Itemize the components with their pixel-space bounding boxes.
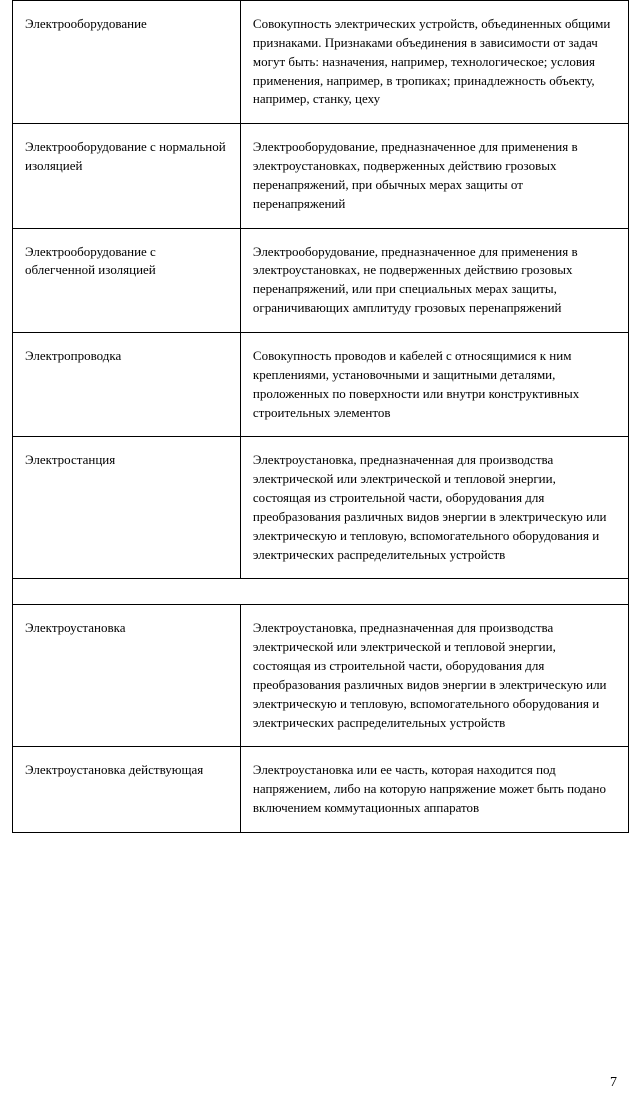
definition-cell: Электроустановка, предназначенная для пр… xyxy=(240,437,628,579)
term-cell: Электроустановка xyxy=(13,605,241,747)
definition-cell: Совокупность проводов и кабелей с относя… xyxy=(240,332,628,436)
term-cell: Электрооборудование с облегченной изоляц… xyxy=(13,228,241,332)
definition-cell: Электроустановка, предназначенная для пр… xyxy=(240,605,628,747)
table-row: Электрооборудование с нормальной изоляци… xyxy=(13,124,629,228)
table-row: ЭлектропроводкаСовокупность проводов и к… xyxy=(13,332,629,436)
page-number: 7 xyxy=(610,1075,617,1091)
page-content: ЭлектрооборудованиеСовокупность электрич… xyxy=(0,0,641,833)
table-row: ЭлектрооборудованиеСовокупность электрич… xyxy=(13,1,629,124)
term-cell: Электропроводка xyxy=(13,332,241,436)
definition-cell: Электрооборудование, предназначенное для… xyxy=(240,228,628,332)
spacer-cell xyxy=(13,579,629,605)
term-cell: Электростанция xyxy=(13,437,241,579)
spacer-row xyxy=(13,579,629,605)
definition-cell: Электрооборудование, предназначенное для… xyxy=(240,124,628,228)
term-cell: Электрооборудование с нормальной изоляци… xyxy=(13,124,241,228)
table-row: Электроустановка действующаяЭлектроустан… xyxy=(13,747,629,833)
term-cell: Электрооборудование xyxy=(13,1,241,124)
table-body: ЭлектрооборудованиеСовокупность электрич… xyxy=(13,1,629,833)
table-row: ЭлектроустановкаЭлектроустановка, предна… xyxy=(13,605,629,747)
table-row: Электрооборудование с облегченной изоляц… xyxy=(13,228,629,332)
table-row: ЭлектростанцияЭлектроустановка, предназн… xyxy=(13,437,629,579)
definition-cell: Совокупность электрических устройств, об… xyxy=(240,1,628,124)
definition-cell: Электроустановка или ее часть, которая н… xyxy=(240,747,628,833)
term-cell: Электроустановка действующая xyxy=(13,747,241,833)
definitions-table: ЭлектрооборудованиеСовокупность электрич… xyxy=(12,0,629,833)
